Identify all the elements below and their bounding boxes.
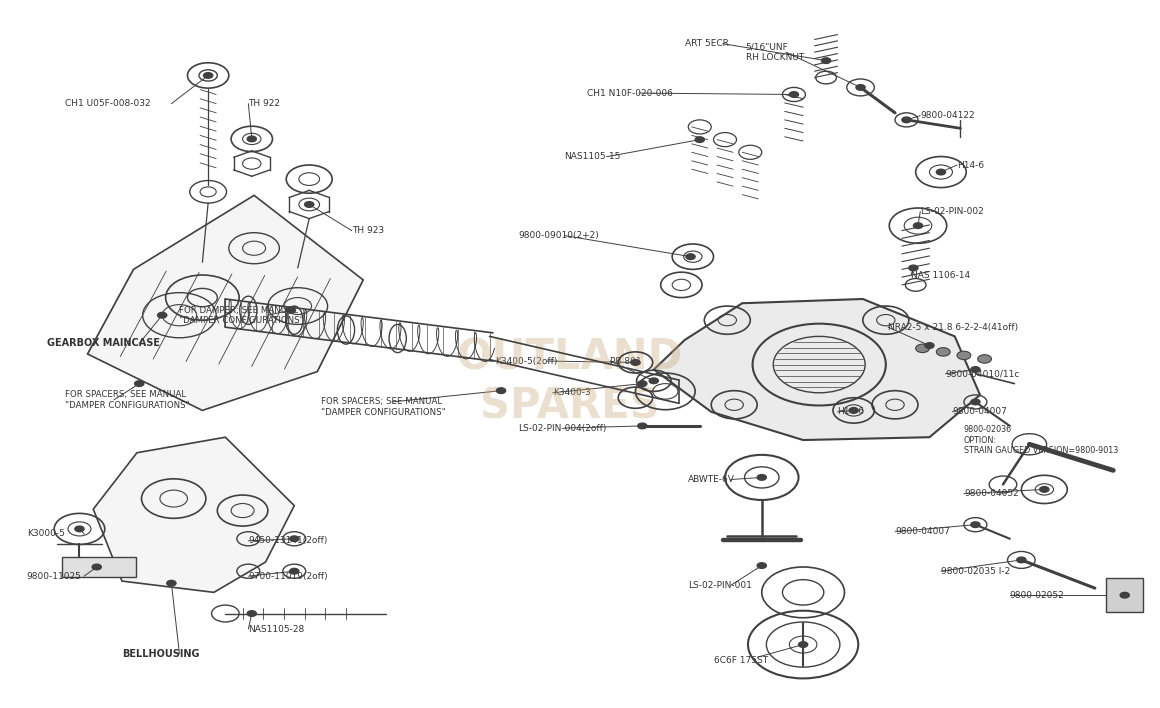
Text: ART 5ECR: ART 5ECR [684,39,728,48]
Text: 9800-04007: 9800-04007 [952,407,1007,416]
Text: 9800-04122: 9800-04122 [920,111,974,120]
Circle shape [936,169,945,175]
Text: LS-02-PIN-002: LS-02-PIN-002 [920,207,984,216]
Text: TH 922: TH 922 [248,99,281,108]
Circle shape [290,569,299,574]
Text: 9800-04007: 9800-04007 [896,527,950,536]
Circle shape [650,378,659,384]
Text: LS-02-PIN-004(2off): LS-02-PIN-004(2off) [519,423,607,433]
Text: TH 923: TH 923 [351,226,384,235]
Circle shape [757,474,767,480]
Circle shape [638,381,647,387]
Text: 9800-04052: 9800-04052 [964,489,1018,498]
Bar [61,557,137,577]
Circle shape [821,58,831,64]
Text: K3400-5(2off): K3400-5(2off) [495,357,558,365]
Circle shape [75,526,84,532]
Circle shape [695,137,704,142]
Circle shape [936,348,950,356]
Text: K3400-3: K3400-3 [552,388,590,397]
Text: H14-6: H14-6 [957,161,984,169]
Text: FOR SPACERS; SEE MANUAL
"DAMPER CONFIGURATIONS": FOR SPACERS; SEE MANUAL "DAMPER CONFIGUR… [320,397,445,416]
Text: FOR SPACERS; SEE MANUAL
"DAMPER CONFIGURATIONS": FOR SPACERS; SEE MANUAL "DAMPER CONFIGUR… [65,390,189,409]
Text: GEARBOX MAINCASE: GEARBOX MAINCASE [48,338,160,348]
Circle shape [203,73,212,79]
Circle shape [789,91,798,97]
Text: OUTLAND
SPARES: OUTLAND SPARES [457,337,683,428]
Bar [1107,578,1143,612]
Text: 9800-02036
OPTION:
STRAIN GAUGED VERSION=9800-9013: 9800-02036 OPTION: STRAIN GAUGED VERSION… [964,425,1118,455]
Text: NAS1105-28: NAS1105-28 [248,624,305,634]
Text: H14-6: H14-6 [838,407,864,416]
Text: 9800-02052: 9800-02052 [1010,590,1065,600]
Circle shape [247,611,256,617]
Circle shape [92,564,101,570]
Circle shape [247,136,256,142]
Text: 5/16"UNF
RH LOCKNUT: 5/16"UNF RH LOCKNUT [746,42,804,62]
Circle shape [856,84,865,90]
Circle shape [1039,486,1049,492]
Circle shape [849,408,858,413]
Text: NAS1105-15: NAS1105-15 [564,152,621,161]
Polygon shape [93,438,295,593]
Circle shape [913,223,922,229]
Circle shape [305,202,314,207]
Circle shape [290,536,299,542]
Circle shape [757,563,767,569]
Circle shape [496,388,506,394]
Text: NAS 1106-14: NAS 1106-14 [911,270,970,280]
Circle shape [957,351,971,360]
Text: BELLHOUSING: BELLHOUSING [122,649,200,658]
Text: FOR DAMPER; SEE MANUAL
"DAMPER CONFIGURATIONS": FOR DAMPER; SEE MANUAL "DAMPER CONFIGURA… [180,306,304,325]
Circle shape [1017,557,1025,563]
Text: 6C6F 175ST: 6C6F 175ST [713,656,768,666]
Text: 9450-13141(2off): 9450-13141(2off) [248,537,328,545]
Text: 9700-11019(2off): 9700-11019(2off) [248,571,328,581]
Text: CH1 U05F-008-032: CH1 U05F-008-032 [65,99,150,108]
Circle shape [686,254,695,260]
Text: PB 801: PB 801 [610,357,641,365]
Circle shape [978,355,992,363]
Circle shape [167,581,176,586]
Text: 9800-02035 I-2: 9800-02035 I-2 [941,566,1010,576]
Circle shape [135,381,144,387]
Circle shape [915,344,929,353]
Text: LS-02-PIN-001: LS-02-PIN-001 [688,581,752,590]
Circle shape [908,265,918,270]
Circle shape [901,117,911,122]
Text: NRA2-5 x 21.8 6-2-2-4(41off): NRA2-5 x 21.8 6-2-2-4(41off) [889,323,1018,332]
Circle shape [631,360,640,365]
Text: 9800-11025: 9800-11025 [27,571,81,581]
Circle shape [971,522,980,527]
Text: ABWTE-6V: ABWTE-6V [688,475,735,484]
Text: K3000-5: K3000-5 [27,530,65,538]
Circle shape [798,641,807,647]
Circle shape [971,367,980,372]
Circle shape [638,423,647,429]
Polygon shape [654,299,980,440]
Text: CH1 N10F-020-006: CH1 N10F-020-006 [587,88,673,98]
Polygon shape [87,195,363,411]
Circle shape [1121,593,1130,598]
Circle shape [971,399,980,405]
Circle shape [287,307,296,313]
Circle shape [925,343,934,348]
Text: 9800-09010(2+2): 9800-09010(2+2) [519,231,599,240]
Circle shape [158,312,167,318]
Text: 9800-04010/11c: 9800-04010/11c [945,370,1020,378]
